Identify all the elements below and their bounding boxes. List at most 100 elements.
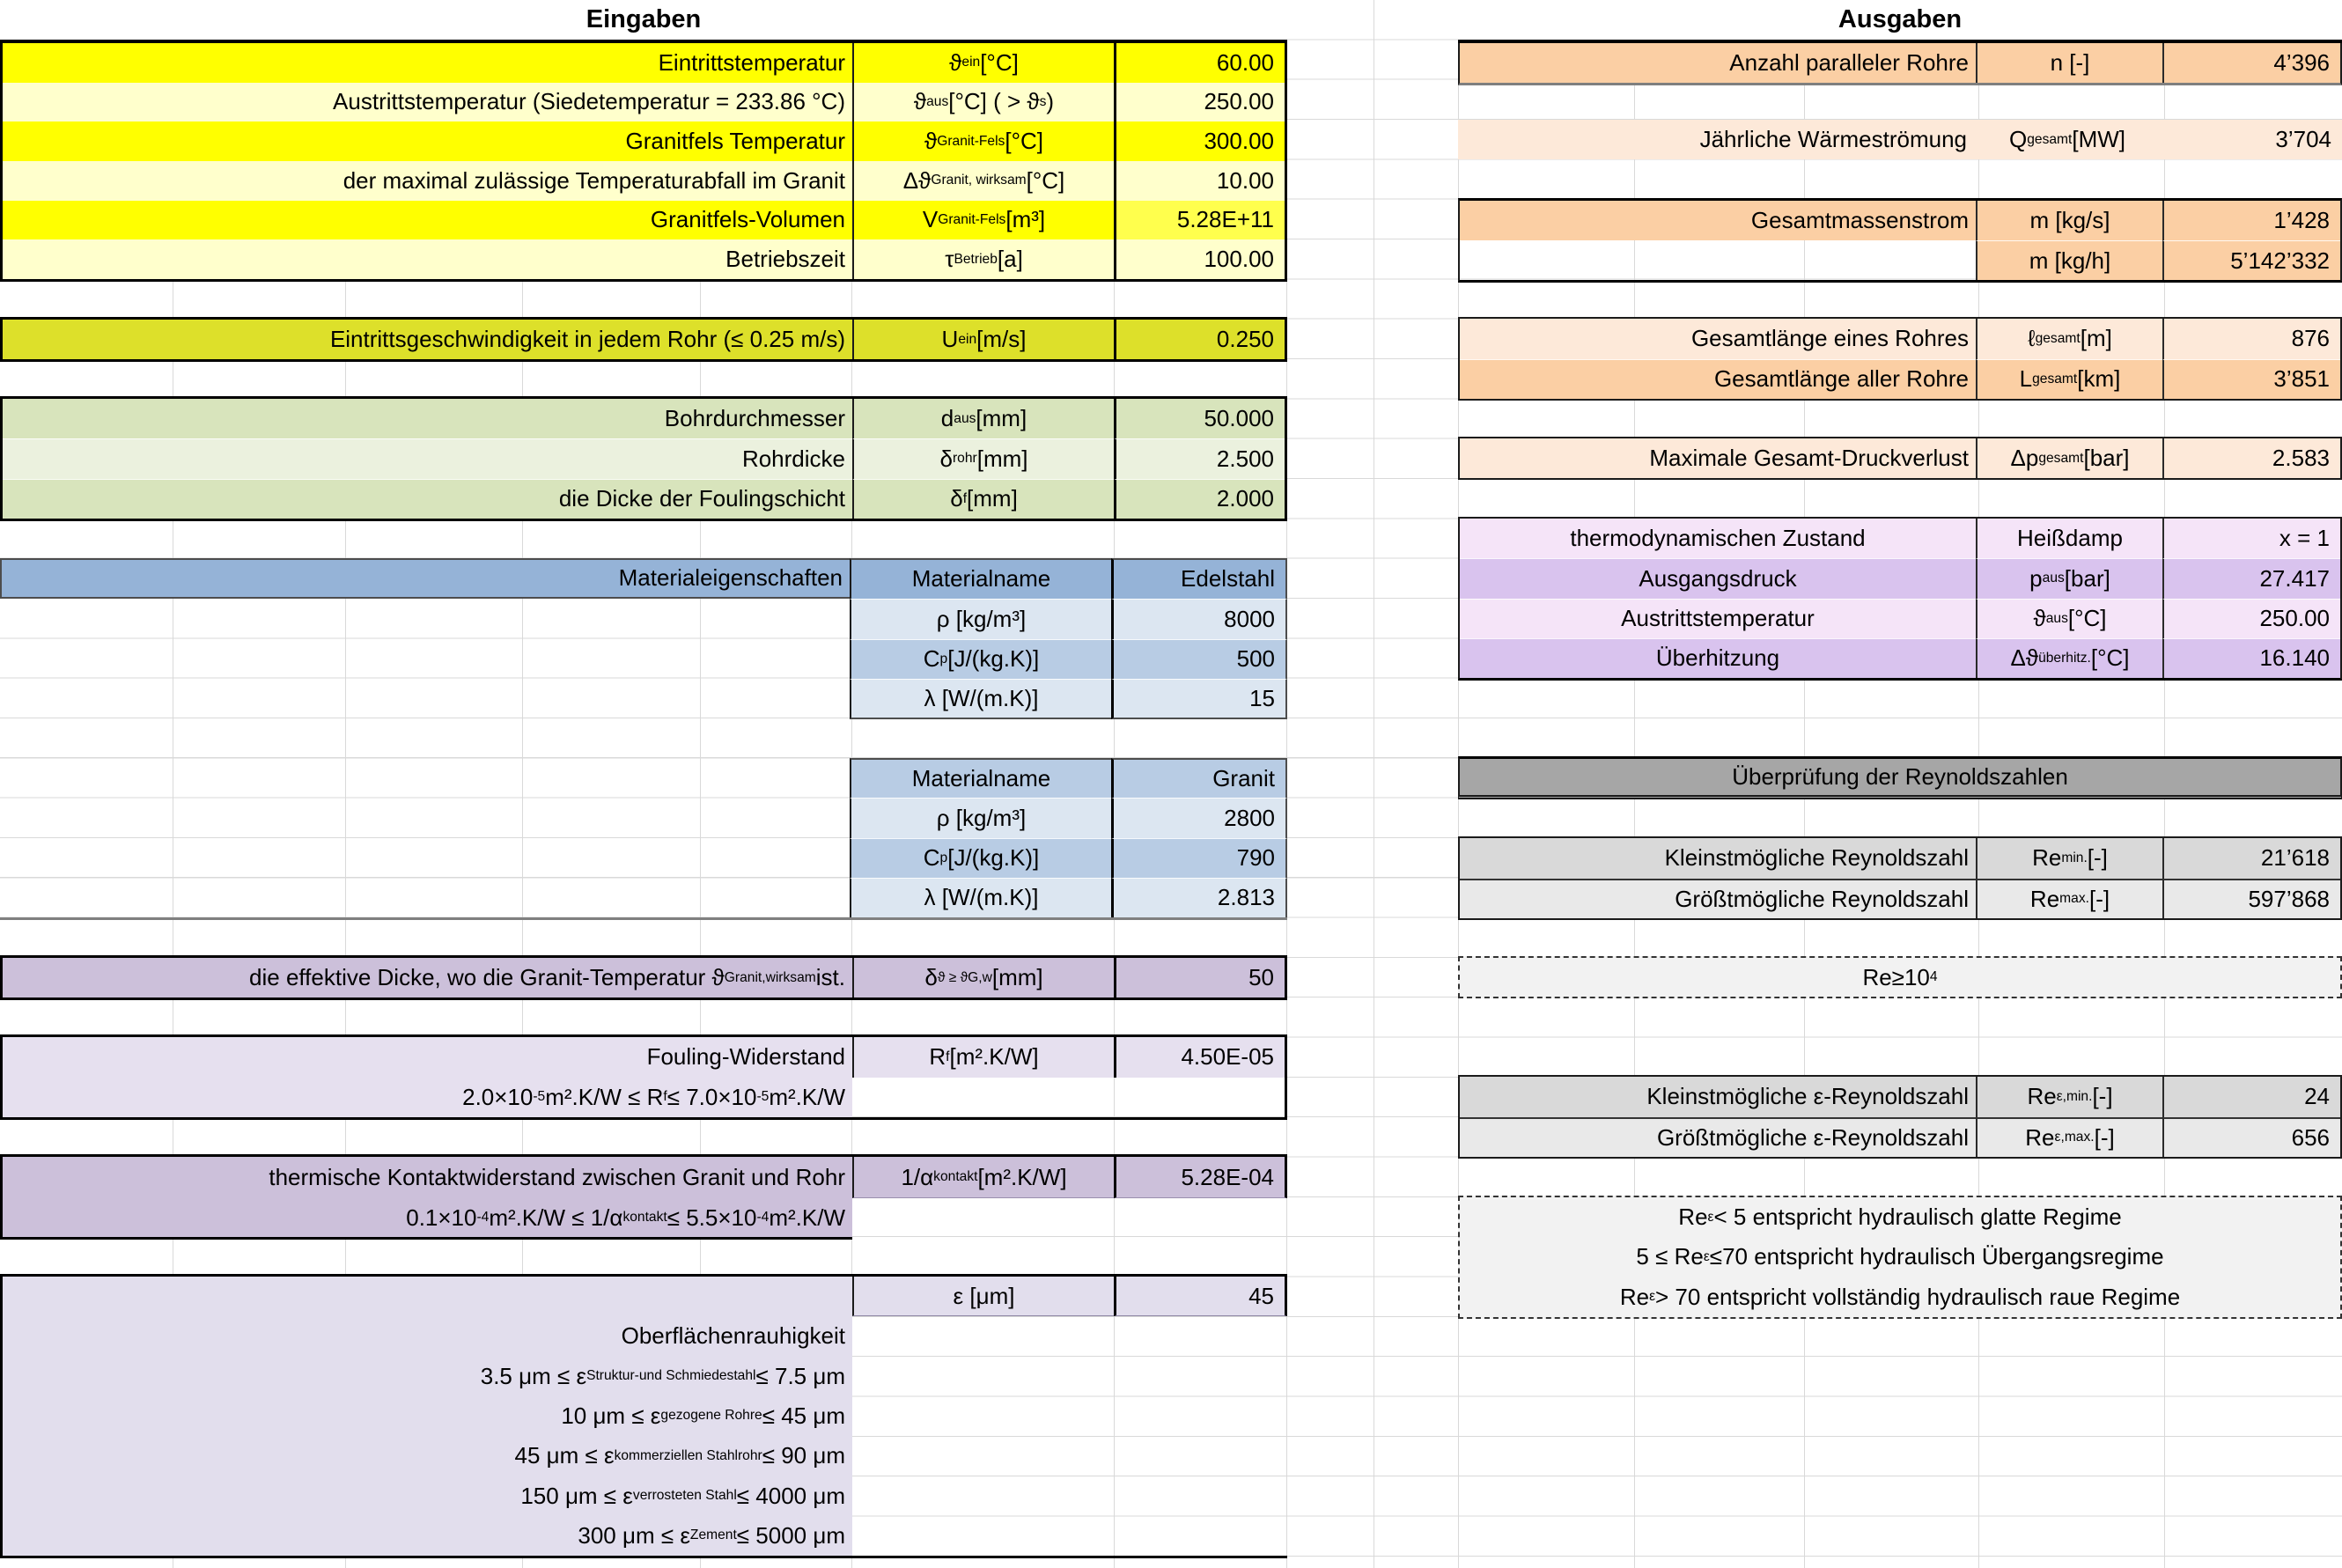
empty-cell — [0, 679, 850, 719]
pressure-drop-symbol: Δp gesamt [bar] — [1976, 438, 2162, 478]
material-steel-name[interactable]: Edelstahl — [1111, 558, 1287, 599]
outlet-temperature-label: Austrittstemperatur — [1460, 598, 1976, 638]
section-pressure-drop: Maximale Gesamt-Druckverlust Δp gesamt [b… — [1458, 437, 2342, 480]
granite-temp-value[interactable]: 300.00 — [1114, 121, 1285, 161]
granite-cp-value[interactable]: 790 — [1111, 837, 1287, 878]
empty-cell — [0, 639, 850, 680]
operating-time-symbol: τ Betrieb [a] — [852, 239, 1114, 279]
re-criterion-note: Re≥10 4 — [1458, 956, 2342, 998]
steel-density-value[interactable]: 8000 — [1111, 598, 1287, 639]
granite-density-value[interactable]: 2800 — [1111, 798, 1287, 838]
operating-time-label: Betriebszeit — [3, 239, 852, 279]
roughness-symbol: ε [μm] — [852, 1277, 1114, 1317]
inlet-temp-symbol: ϑ ein [°C] — [852, 43, 1114, 83]
roughness-range-cement: 300 μm ≤ ε Zement ≤ 5000 μm — [3, 1515, 852, 1556]
outlet-temp-value[interactable]: 250.00 — [1114, 82, 1285, 122]
granite-volume-value[interactable]: 5.28E+11 — [1114, 200, 1285, 240]
contact-resistance-label: thermische Kontaktwiderstand zwischen Gr… — [3, 1157, 852, 1198]
empty-cell — [852, 1436, 1114, 1476]
outlet-temp-label: Austrittstemperatur (Siedetemperatur = 2… — [3, 82, 852, 122]
outlet-temperature-symbol: ϑ aus [°C] — [1976, 598, 2162, 638]
steel-density-symbol: ρ [kg/m³] — [850, 598, 1111, 639]
section-temperatures: Eintrittstemperatur ϑ ein [°C] 60.00 Aust… — [0, 43, 1287, 282]
outlet-pressure-value: 27.417 — [2162, 558, 2340, 599]
steel-lambda-value[interactable]: 15 — [1111, 679, 1287, 719]
inlet-velocity-value[interactable]: 0.250 — [1114, 320, 1285, 359]
mass-flow-label: Gesamtmassenstrom — [1460, 201, 1976, 240]
fouling-resistance-value[interactable]: 4.50E-05 — [1114, 1037, 1285, 1078]
regime-note-box: Re ε < 5 entspricht hydraulisch glatte Re… — [1458, 1196, 2342, 1319]
empty-cell — [1460, 240, 1976, 280]
bore-diameter-value[interactable]: 50.000 — [1114, 399, 1285, 439]
empty-cell — [1114, 1316, 1287, 1356]
max-temp-drop-label: der maximal zulässige Temperaturabfall i… — [3, 161, 852, 201]
tube-count-label: Anzahl paralleler Rohre — [1460, 43, 1976, 83]
outlet-pressure-symbol: p aus [bar] — [1976, 558, 2162, 599]
inlet-temp-value[interactable]: 60.00 — [1114, 43, 1285, 83]
pipe-thickness-value[interactable]: 2.500 — [1114, 438, 1285, 479]
empty-cell — [852, 1198, 1114, 1240]
granite-temp-symbol: ϑ Granit-Fels [°C] — [852, 121, 1114, 161]
inlet-velocity-label: Eintrittsgeschwindigkeit in jedem Rohr (… — [3, 320, 852, 359]
section-mass-flow: Gesamtmassenstrom m [kg/s] 1’428 m [kg/h… — [1458, 198, 2342, 283]
effective-thickness-value[interactable]: 50 — [1114, 958, 1285, 997]
eps-re-min-value: 24 — [2162, 1077, 2340, 1117]
bore-diameter-label: Bohrdurchmesser — [3, 399, 852, 439]
section-tube-count: Anzahl paralleler Rohre n [-] 4’396 — [1458, 43, 2342, 85]
section-reynolds: Kleinstmögliche Reynoldszahl Re min. [-] … — [1458, 836, 2342, 920]
empty-cell — [1114, 1198, 1287, 1240]
empty-cell — [1114, 1078, 1285, 1118]
material-name-header: Materialname — [850, 558, 1111, 599]
roughness-range-drawn-pipes: 10 μm ≤ ε gezogene Rohre ≤ 45 μm — [3, 1395, 852, 1437]
outlet-pressure-label: Ausgangsdruck — [1460, 558, 1976, 599]
bore-diameter-symbol: d aus [mm] — [852, 399, 1114, 439]
contact-resistance-symbol: 1/α kontakt [m².K/W] — [852, 1157, 1114, 1198]
inputs-title: Eingaben — [0, 0, 1287, 43]
contact-resistance-value[interactable]: 5.28E-04 — [1114, 1157, 1287, 1198]
empty-cell — [0, 599, 850, 639]
section-material-steel: Materialeigenschaften Materialname Edels… — [0, 558, 1287, 719]
thermo-state-value: x = 1 — [2162, 519, 2340, 559]
granite-temp-label: Granitfels Temperatur — [3, 121, 852, 161]
thermo-state-label: thermodynamischen Zustand — [1460, 519, 1976, 559]
empty-cell — [852, 1357, 1114, 1396]
eps-re-min-label: Kleinstmögliche ε-Reynoldszahl — [1460, 1077, 1976, 1117]
granite-lambda-value[interactable]: 2.813 — [1111, 877, 1287, 917]
eps-re-max-label: Größtmögliche ε-Reynoldszahl — [1460, 1116, 1976, 1157]
operating-time-value[interactable]: 100.00 — [1114, 239, 1285, 279]
granite-lambda-symbol: λ [W/(m.K)] — [850, 877, 1111, 917]
empty-cell — [852, 1516, 1114, 1556]
max-temp-drop-value[interactable]: 10.00 — [1114, 161, 1285, 201]
granite-density-symbol: ρ [kg/m³] — [850, 798, 1111, 838]
empty-cell — [1114, 1436, 1287, 1476]
section-eps-reynolds: Kleinstmögliche ε-Reynoldszahl Re ε,min. … — [1458, 1075, 2342, 1159]
pipe-thickness-symbol: δ rohr [mm] — [852, 438, 1114, 479]
fouling-thickness-value[interactable]: 2.000 — [1114, 478, 1285, 519]
empty-cell — [852, 1476, 1114, 1515]
material-props-label: Materialeigenschaften — [0, 558, 850, 599]
empty-cell — [3, 1277, 852, 1317]
mass-flow-s-symbol: m [kg/s] — [1976, 201, 2162, 240]
roughness-value[interactable]: 45 — [1114, 1277, 1287, 1317]
empty-cell — [852, 1316, 1114, 1356]
section-contact-resistance: thermische Kontaktwiderstand zwischen Gr… — [0, 1154, 1287, 1240]
total-tube-length-label: Gesamtlänge aller Rohre — [1460, 358, 1976, 399]
steel-cp-value[interactable]: 500 — [1111, 638, 1287, 680]
material-granite-name[interactable]: Granit — [1111, 758, 1287, 799]
section-tube-lengths: Gesamtlänge eines Rohres ℓ gesamt [m] 876… — [1458, 317, 2342, 401]
single-tube-length-value: 876 — [2162, 319, 2340, 359]
annual-heat-label: Jährliche Wärmeströmung — [1458, 120, 1974, 159]
pressure-drop-label: Maximale Gesamt-Druckverlust — [1460, 438, 1976, 478]
mass-flow-h-symbol: m [kg/h] — [1976, 240, 2162, 280]
re-min-symbol: Re min. [-] — [1976, 838, 2162, 879]
